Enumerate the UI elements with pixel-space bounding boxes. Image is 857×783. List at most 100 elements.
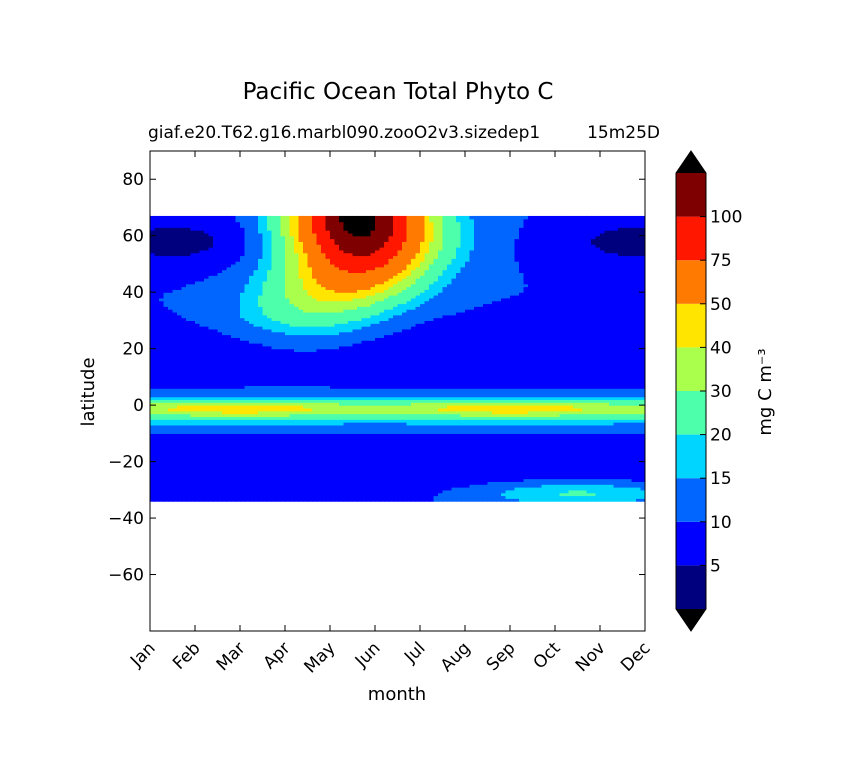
contour-cell xyxy=(226,289,232,293)
contour-cell xyxy=(240,309,246,313)
contour-cell xyxy=(285,487,291,491)
contour-cell xyxy=(339,320,345,324)
contour-cell xyxy=(163,258,169,262)
contour-cell xyxy=(285,286,291,290)
contour-cell xyxy=(366,224,372,228)
contour-cell xyxy=(213,441,219,446)
contour-cell xyxy=(298,453,304,457)
contour-cell xyxy=(285,419,291,423)
contour-cell xyxy=(204,379,210,384)
contour-cell xyxy=(262,467,268,471)
contour-cell xyxy=(154,464,160,468)
contour-cell xyxy=(253,323,259,327)
contour-cell xyxy=(357,393,363,398)
contour-cell xyxy=(249,470,255,474)
contour-cell xyxy=(330,458,336,463)
contour-cell xyxy=(334,481,340,485)
contour-cell xyxy=(330,292,336,296)
contour-cell xyxy=(271,447,277,451)
contour-cell xyxy=(253,337,259,341)
contour-cell xyxy=(199,297,205,302)
contour-cell xyxy=(186,317,192,322)
contour-cell xyxy=(253,413,259,418)
contour-cell xyxy=(339,303,345,307)
contour-cell xyxy=(222,326,228,330)
contour-cell xyxy=(285,376,291,381)
contour-cell xyxy=(352,470,358,474)
contour-cell xyxy=(231,303,237,307)
contour-cell xyxy=(330,244,336,248)
contour-cell xyxy=(177,396,183,401)
contour-cell xyxy=(316,371,322,375)
contour-cell xyxy=(168,450,174,454)
contour-cell xyxy=(159,295,165,299)
contour-cell xyxy=(271,278,277,282)
contour-cell xyxy=(339,436,345,440)
contour-cell xyxy=(330,351,336,355)
contour-cell xyxy=(199,498,205,502)
contour-cell xyxy=(316,340,322,344)
contour-cell xyxy=(307,280,313,285)
contour-cell xyxy=(280,498,286,502)
contour-cell xyxy=(348,343,354,347)
contour-cell xyxy=(339,495,345,499)
contour-cell xyxy=(276,374,282,378)
contour-cell xyxy=(222,306,228,310)
contour-cell xyxy=(208,283,214,288)
contour-cell xyxy=(150,464,156,468)
contour-cell xyxy=(154,280,160,285)
contour-cell xyxy=(235,430,241,434)
contour-cell xyxy=(348,275,354,279)
contour-cell xyxy=(150,258,156,262)
contour-cell xyxy=(213,405,219,409)
contour-cell xyxy=(159,467,165,471)
contour-cell xyxy=(168,365,174,370)
contour-cell xyxy=(325,430,331,434)
contour-cell xyxy=(330,215,336,220)
contour-cell xyxy=(240,331,246,336)
contour-cell xyxy=(172,475,178,480)
contour-cell xyxy=(181,441,187,446)
contour-cell xyxy=(168,348,174,353)
contour-cell xyxy=(303,371,309,375)
contour-cell xyxy=(181,498,187,502)
contour-cell xyxy=(253,422,259,426)
contour-cell xyxy=(177,320,183,324)
contour-cell xyxy=(208,478,214,482)
contour-cell xyxy=(361,489,367,494)
contour-cell xyxy=(217,269,223,274)
contour-cell xyxy=(325,436,331,440)
contour-cell xyxy=(190,278,196,282)
contour-cell xyxy=(366,424,372,429)
contour-cell xyxy=(276,297,282,302)
contour-cell xyxy=(276,311,282,316)
contour-cell xyxy=(370,413,376,418)
contour-cell xyxy=(294,492,300,497)
contour-cell xyxy=(352,348,358,353)
contour-cell xyxy=(244,481,250,485)
contour-cell xyxy=(177,252,183,257)
contour-cell xyxy=(168,475,174,480)
contour-cell xyxy=(208,467,214,471)
contour-cell xyxy=(213,393,219,398)
contour-cell xyxy=(366,498,372,502)
contour-cell xyxy=(307,343,313,347)
contour-cell xyxy=(271,371,277,375)
contour-cell xyxy=(190,487,196,491)
contour-cell xyxy=(321,314,327,319)
contour-cell xyxy=(226,337,232,341)
contour-cell xyxy=(285,334,291,338)
contour-cell xyxy=(253,407,259,412)
contour-cell xyxy=(150,498,156,502)
contour-cell xyxy=(262,309,268,313)
contour-cell xyxy=(240,365,246,370)
contour-cell xyxy=(258,413,264,418)
contour-cell xyxy=(199,436,205,440)
contour-cell xyxy=(348,354,354,358)
contour-cell xyxy=(154,340,160,344)
contour-cell xyxy=(303,489,309,494)
contour-cell xyxy=(330,422,336,426)
contour-cell xyxy=(348,247,354,251)
contour-cell xyxy=(150,478,156,482)
contour-cell xyxy=(195,224,201,228)
